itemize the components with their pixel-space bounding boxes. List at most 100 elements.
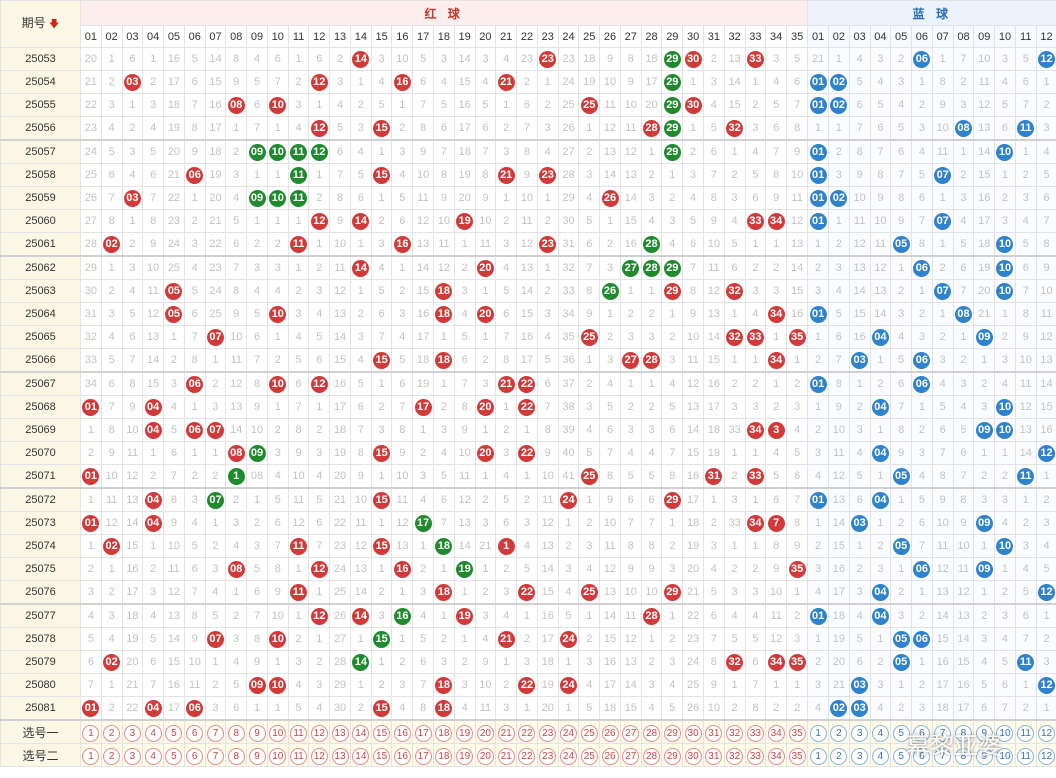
red-pick-cell[interactable]: 28	[640, 719, 663, 744]
red-pick-circle[interactable]: 10	[269, 747, 287, 765]
red-pick-circle[interactable]: 20	[476, 724, 494, 742]
blue-pick-cell[interactable]: 6	[911, 743, 933, 767]
red-pick-cell[interactable]: 12	[308, 719, 331, 744]
red-pick-circle[interactable]: 29	[663, 724, 681, 742]
red-pick-circle[interactable]: 22	[518, 747, 536, 765]
red-pick-cell[interactable]: 28	[640, 743, 663, 767]
red-pick-circle[interactable]: 17	[414, 724, 432, 742]
red-pick-circle[interactable]: 18	[435, 724, 453, 742]
red-pick-cell[interactable]: 16	[391, 743, 414, 767]
red-pick-circle[interactable]: 23	[539, 747, 557, 765]
blue-pick-circle[interactable]: 9	[975, 747, 993, 765]
blue-pick-circle[interactable]: 3	[851, 747, 869, 765]
red-pick-circle[interactable]: 32	[726, 747, 744, 765]
red-pick-cell[interactable]: 25	[578, 743, 601, 767]
blue-pick-cell[interactable]: 7	[931, 719, 954, 744]
blue-pick-circle[interactable]: 7	[934, 724, 952, 742]
red-pick-cell[interactable]: 14	[349, 719, 372, 744]
red-pick-cell[interactable]: 6	[183, 743, 206, 767]
blue-pick-circle[interactable]: 8	[954, 747, 972, 765]
red-pick-cell[interactable]: 6	[183, 719, 206, 744]
red-pick-circle[interactable]: 3	[123, 724, 141, 742]
red-pick-cell[interactable]: 15	[370, 743, 393, 767]
red-pick-circle[interactable]: 19	[456, 747, 474, 765]
red-pick-circle[interactable]: 9	[248, 724, 266, 742]
blue-pick-circle[interactable]: 5	[892, 724, 910, 742]
red-pick-cell[interactable]: 13	[329, 743, 351, 767]
red-pick-cell[interactable]: 13	[329, 719, 351, 744]
red-pick-cell[interactable]: 9	[246, 743, 268, 767]
red-pick-cell[interactable]: 18	[433, 719, 455, 744]
red-pick-circle[interactable]: 9	[248, 747, 266, 765]
red-pick-cell[interactable]: 23	[536, 719, 559, 744]
red-pick-cell[interactable]: 31	[702, 743, 725, 767]
red-pick-cell[interactable]: 32	[723, 719, 746, 744]
red-pick-circle[interactable]: 19	[456, 724, 474, 742]
blue-pick-cell[interactable]: 7	[931, 743, 954, 767]
blue-pick-circle[interactable]: 6	[913, 724, 931, 742]
blue-pick-cell[interactable]: 1	[807, 719, 829, 744]
red-pick-circle[interactable]: 25	[580, 747, 598, 765]
red-pick-cell[interactable]: 10	[266, 743, 289, 767]
blue-pick-circle[interactable]: 1	[809, 724, 827, 742]
red-pick-circle[interactable]: 17	[414, 747, 432, 765]
red-pick-cell[interactable]: 29	[661, 719, 684, 744]
red-pick-circle[interactable]: 26	[601, 747, 619, 765]
red-pick-cell[interactable]: 14	[349, 743, 372, 767]
blue-pick-cell[interactable]: 3	[848, 719, 871, 744]
red-pick-cell[interactable]: 22	[516, 719, 538, 744]
red-pick-circle[interactable]: 6	[186, 724, 204, 742]
red-pick-cell[interactable]: 10	[266, 719, 289, 744]
red-pick-circle[interactable]: 7	[206, 724, 224, 742]
blue-pick-cell[interactable]: 10	[994, 719, 1016, 744]
blue-pick-cell[interactable]: 5	[890, 719, 913, 744]
red-pick-circle[interactable]: 10	[269, 724, 287, 742]
red-pick-circle[interactable]: 4	[144, 747, 162, 765]
red-pick-circle[interactable]: 2	[103, 724, 121, 742]
red-pick-circle[interactable]: 16	[393, 747, 411, 765]
blue-pick-cell[interactable]: 9	[973, 719, 996, 744]
red-pick-circle[interactable]: 31	[705, 747, 723, 765]
red-pick-circle[interactable]: 7	[206, 747, 224, 765]
blue-pick-cell[interactable]: 2	[827, 719, 850, 744]
blue-pick-cell[interactable]: 2	[827, 743, 850, 767]
red-pick-circle[interactable]: 15	[373, 724, 391, 742]
blue-pick-circle[interactable]: 3	[851, 724, 869, 742]
red-pick-cell[interactable]: 31	[702, 719, 725, 744]
red-pick-cell[interactable]: 3	[121, 743, 144, 767]
red-pick-circle[interactable]: 14	[352, 724, 370, 742]
red-pick-cell[interactable]: 26	[599, 719, 621, 744]
red-pick-circle[interactable]: 30	[684, 747, 702, 765]
red-pick-circle[interactable]: 29	[663, 747, 681, 765]
blue-pick-circle[interactable]: 4	[871, 747, 889, 765]
red-pick-circle[interactable]: 20	[476, 747, 494, 765]
red-pick-cell[interactable]: 1	[80, 743, 102, 767]
red-pick-circle[interactable]: 35	[788, 724, 806, 742]
red-pick-circle[interactable]: 24	[559, 747, 577, 765]
blue-pick-cell[interactable]: 12	[1035, 719, 1056, 744]
red-pick-circle[interactable]: 21	[497, 747, 515, 765]
blue-pick-circle[interactable]: 9	[975, 724, 993, 742]
red-pick-cell[interactable]: 2	[100, 719, 123, 744]
red-pick-circle[interactable]: 1	[82, 747, 100, 765]
red-pick-circle[interactable]: 28	[643, 747, 661, 765]
red-pick-cell[interactable]: 21	[495, 743, 518, 767]
blue-pick-circle[interactable]: 6	[913, 747, 931, 765]
red-pick-cell[interactable]: 17	[412, 743, 435, 767]
blue-pick-cell[interactable]: 3	[848, 743, 871, 767]
blue-pick-cell[interactable]: 11	[1014, 719, 1037, 744]
blue-pick-cell[interactable]: 1	[807, 743, 829, 767]
red-pick-circle[interactable]: 33	[746, 747, 764, 765]
red-pick-cell[interactable]: 8	[225, 743, 248, 767]
red-pick-circle[interactable]: 11	[290, 747, 308, 765]
red-pick-circle[interactable]: 24	[559, 724, 577, 742]
red-pick-cell[interactable]: 30	[682, 743, 704, 767]
red-pick-circle[interactable]: 18	[435, 747, 453, 765]
red-pick-cell[interactable]: 4	[142, 719, 165, 744]
red-pick-cell[interactable]: 5	[163, 743, 185, 767]
red-pick-cell[interactable]: 22	[516, 743, 538, 767]
blue-pick-circle[interactable]: 10	[996, 747, 1014, 765]
red-pick-cell[interactable]: 19	[453, 719, 476, 744]
red-pick-circle[interactable]: 8	[227, 747, 245, 765]
red-pick-cell[interactable]: 21	[495, 719, 518, 744]
